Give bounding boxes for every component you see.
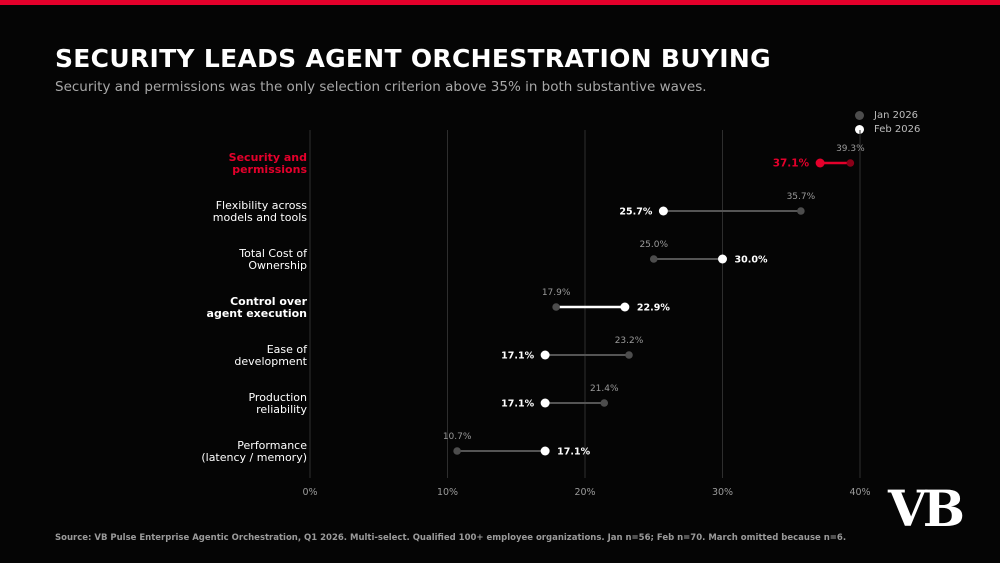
category-label: reliability — [256, 403, 307, 416]
feb-point — [540, 398, 550, 408]
feb-value-label: 17.1% — [501, 399, 534, 410]
x-tick-label: 20% — [574, 487, 595, 498]
category-label: Ownership — [248, 259, 307, 272]
feb-point — [718, 254, 727, 264]
category-label: permissions — [232, 163, 307, 176]
legend-item-feb: Feb 2026 — [855, 122, 920, 136]
feb-point — [540, 350, 550, 360]
x-tick-label: 30% — [712, 487, 733, 498]
feb-point — [620, 302, 630, 312]
feb-value-label: 25.7% — [619, 207, 652, 218]
category-label: models and tools — [213, 211, 307, 224]
feb-value-label: 17.1% — [501, 351, 534, 362]
jan-value-label: 23.2% — [615, 336, 644, 346]
jan-point — [453, 447, 461, 455]
jan-point — [625, 351, 633, 359]
jan-point — [600, 399, 609, 407]
legend-label-jan: Jan 2026 — [874, 109, 919, 121]
chart-subtitle: Security and permissions was the only se… — [55, 79, 707, 95]
category-label: Flexibility across — [216, 199, 308, 212]
category-label: agent execution — [207, 307, 307, 320]
category-label: Control over — [230, 295, 307, 308]
feb-value-label: 30.0% — [735, 255, 768, 266]
jan-point — [552, 303, 560, 311]
feb-value-label: 17.1% — [557, 447, 590, 458]
jan-value-label: 21.4% — [590, 384, 619, 394]
jan-value-label: 17.9% — [542, 288, 571, 298]
category-label: Total Cost of — [238, 247, 308, 260]
jan-value-label: 10.7% — [443, 432, 472, 442]
feb-point — [540, 446, 550, 456]
x-tick-label: 10% — [437, 487, 458, 498]
legend: Jan 2026 Feb 2026 — [855, 108, 920, 136]
chart-title: SECURITY LEADS AGENT ORCHESTRATION BUYIN… — [55, 44, 771, 73]
jan-value-label: 25.0% — [639, 240, 668, 250]
category-label: Security and — [229, 151, 307, 164]
legend-dot-jan — [855, 110, 864, 120]
category-label: Performance — [237, 439, 307, 452]
category-label: development — [234, 355, 307, 368]
x-tick-label: 0% — [302, 487, 317, 498]
jan-value-label: 35.7% — [787, 192, 816, 202]
legend-dot-feb — [855, 124, 864, 134]
jan-point — [797, 207, 805, 215]
jan-point — [846, 159, 855, 167]
category-label: Production — [248, 391, 307, 404]
feb-value-label: 37.1% — [773, 158, 810, 170]
vb-logo: VB — [888, 479, 965, 538]
feb-point — [658, 206, 668, 216]
category-label: (latency / memory) — [201, 451, 307, 464]
legend-label-feb: Feb 2026 — [874, 123, 921, 135]
legend-item-jan: Jan 2026 — [855, 108, 920, 122]
category-label: Ease of — [267, 343, 308, 356]
x-tick-label: 40% — [849, 487, 870, 498]
feb-point — [815, 158, 825, 168]
feb-value-label: 22.9% — [637, 303, 670, 314]
source-note: Source: VB Pulse Enterprise Agentic Orch… — [55, 533, 847, 543]
jan-value-label: 39.3% — [836, 144, 865, 154]
top-accent-bar — [0, 0, 1000, 5]
jan-point — [649, 255, 658, 263]
